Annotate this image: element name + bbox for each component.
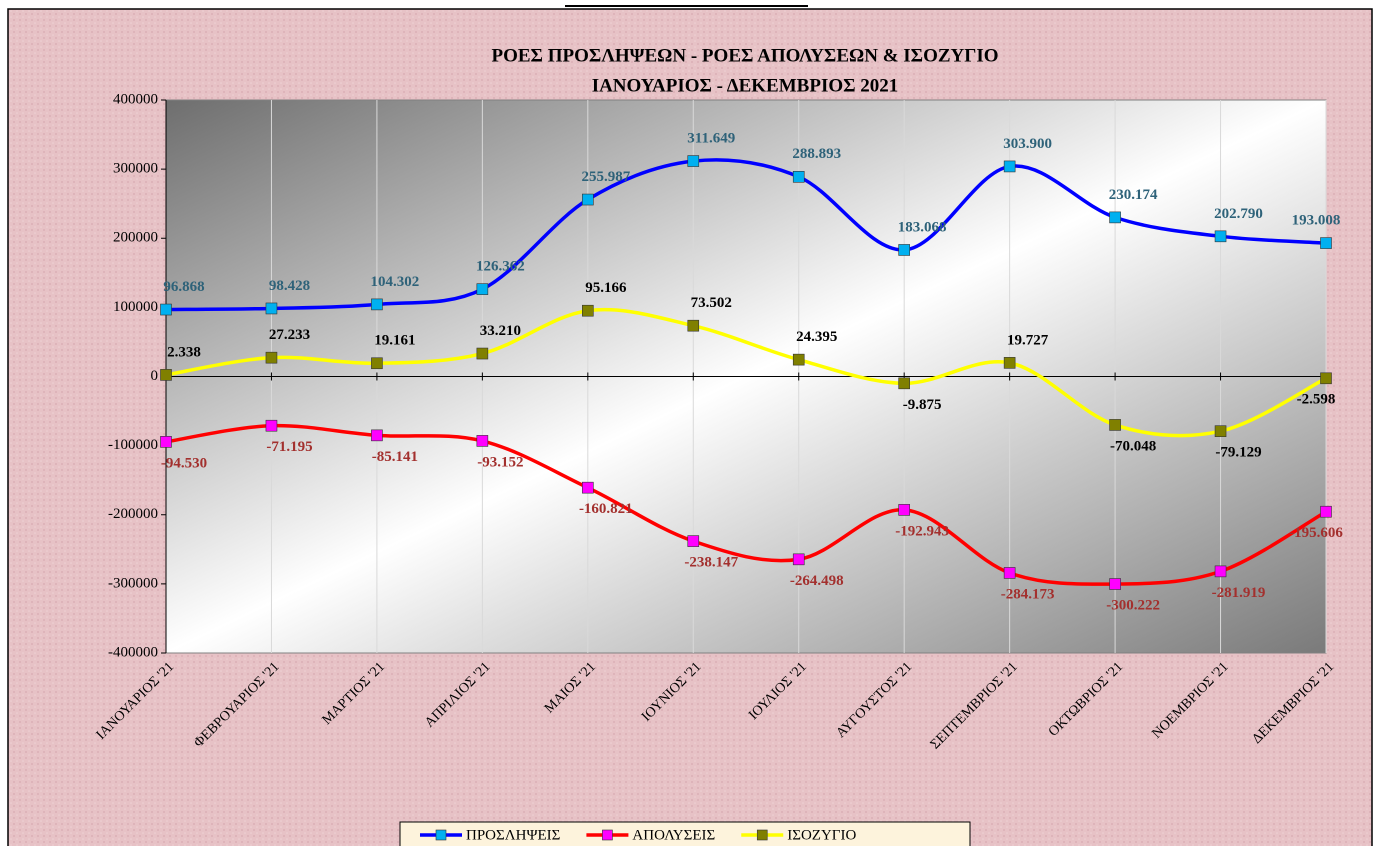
series-marker <box>1109 419 1121 431</box>
series-marker <box>1109 211 1121 224</box>
data-label: -2.598 <box>1297 392 1336 408</box>
data-label: 19.727 <box>1007 332 1049 348</box>
series-marker <box>265 302 278 315</box>
data-label: -79.129 <box>1215 445 1261 461</box>
chart-title: ΡΟΕΣ ΠΡΟΣΛΗΨΕΩΝ - ΡΟΕΣ ΑΠΟΛΥΣΕΩΝ & ΙΣΟΖΥ… <box>491 45 998 66</box>
data-label: -93.152 <box>477 454 523 470</box>
series-marker <box>1214 565 1227 578</box>
data-label: 33.210 <box>480 323 521 339</box>
series-marker <box>792 171 805 183</box>
series-marker <box>792 353 805 366</box>
series-marker <box>792 553 805 566</box>
data-label: 95.166 <box>585 280 627 296</box>
data-label: -70.048 <box>1110 438 1156 454</box>
series-marker <box>687 535 700 547</box>
series-line <box>165 307 1327 438</box>
data-label: -238.147 <box>684 555 738 571</box>
legend-box <box>399 821 971 846</box>
legend-marker <box>435 829 447 841</box>
series-marker <box>265 351 278 364</box>
series-marker <box>898 504 910 516</box>
series-marker <box>582 481 594 494</box>
data-label: 73.502 <box>691 295 732 311</box>
data-label: 230.174 <box>1109 187 1158 203</box>
series-marker <box>582 304 594 317</box>
data-label: -9.875 <box>903 397 942 413</box>
series-marker <box>898 377 910 390</box>
data-label: 104.302 <box>371 274 420 290</box>
data-label: -264.498 <box>790 573 844 589</box>
data-label: 27.233 <box>269 327 310 343</box>
legend-label: ΠΡΟΣΛΗΨΕΙΣ <box>466 827 560 843</box>
data-label: 255.987 <box>581 169 630 185</box>
series-marker <box>1320 372 1332 385</box>
y-tick-label: 100000 <box>113 299 158 315</box>
y-tick-label: 200000 <box>113 230 158 246</box>
legend-marker <box>756 829 768 841</box>
y-tick-label: 300000 <box>113 161 158 177</box>
data-label: -71.195 <box>266 439 312 455</box>
data-label: -85.141 <box>372 449 418 465</box>
data-label: -300.222 <box>1106 597 1160 613</box>
legend-marker <box>602 829 613 841</box>
series-marker <box>1214 230 1227 243</box>
data-label: -94.530 <box>161 455 207 471</box>
data-label: -160.821 <box>579 501 633 517</box>
series-marker <box>1003 160 1016 173</box>
series-marker <box>371 429 383 442</box>
series-marker <box>371 357 383 370</box>
data-label: -195.606 <box>1289 525 1343 541</box>
series-marker <box>582 193 594 206</box>
y-tick-label: -100000 <box>108 437 158 453</box>
series-line <box>165 423 1327 586</box>
series-marker <box>1109 578 1121 590</box>
data-label: 311.649 <box>687 131 735 147</box>
series-marker <box>687 155 700 167</box>
series-marker <box>476 435 489 447</box>
data-label: -284.173 <box>1001 586 1055 602</box>
data-label: 98.428 <box>269 278 310 294</box>
data-label: 96.868 <box>163 279 204 295</box>
series-marker <box>1320 237 1332 249</box>
data-label: 126.362 <box>476 259 525 275</box>
legend-label: ΙΣΟΖΥΓΙΟ <box>787 827 856 843</box>
y-tick-label: -200000 <box>108 506 158 522</box>
data-label: 193.008 <box>1292 213 1341 229</box>
series-marker <box>898 244 910 256</box>
data-label: 202.790 <box>1214 206 1263 222</box>
data-label: 24.395 <box>796 329 837 345</box>
series-marker <box>160 369 172 381</box>
series-marker <box>160 303 172 316</box>
series-marker <box>476 283 489 295</box>
series-marker <box>1003 357 1016 369</box>
data-label: 183.068 <box>898 219 947 235</box>
series-marker <box>1214 425 1227 437</box>
series-marker <box>1320 505 1332 518</box>
y-tick-label: 400000 <box>113 91 158 107</box>
legend: ΠΡΟΣΛΗΨΕΙΣ ΑΠΟΛΥΣΕΙΣ ΙΣΟΖΥΓΙΟ <box>420 827 856 843</box>
data-label: 2.338 <box>167 344 201 360</box>
series-marker <box>160 436 172 448</box>
y-tick-label: -400000 <box>108 644 158 660</box>
series-marker <box>371 298 383 311</box>
data-label: -281.919 <box>1212 585 1266 601</box>
data-label: -192.943 <box>895 523 949 539</box>
data-label: 288.893 <box>792 146 841 162</box>
series-marker <box>265 419 278 432</box>
series-marker <box>687 319 700 332</box>
legend-label: ΑΠΟΛΥΣΕΙΣ <box>632 827 715 843</box>
chart-subtitle: ΙΑΝΟΥΑΡΙΟΣ - ΔΕΚΕΜΒΡΙΟΣ 2021 <box>592 75 899 96</box>
series-marker <box>476 347 489 360</box>
y-tick-label: 0 <box>151 368 159 384</box>
data-label: 303.900 <box>1003 136 1052 152</box>
series-marker <box>1003 567 1016 579</box>
y-tick-label: -300000 <box>108 575 158 591</box>
data-label: 19.161 <box>374 333 415 349</box>
